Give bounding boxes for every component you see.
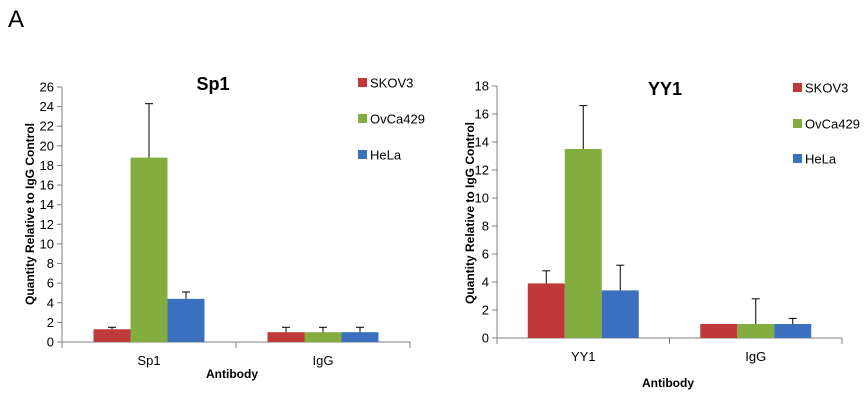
y-tick-label: 16 [40, 178, 54, 193]
yy1-chart: 0 2 4 6 8 10 12 14 16 18 YY1 IgG YY1 Antibody Quantity… [463, 79, 860, 391]
y-tick-label: 20 [40, 138, 54, 153]
bar-skov3-igg [267, 332, 305, 342]
y-tick-label: 10 [40, 236, 54, 251]
chart-title-sp1: Sp1 [196, 74, 229, 94]
y-tick-label: 12 [40, 217, 54, 232]
x-category-label: YY1 [571, 349, 596, 364]
bar-hela-sp1 [167, 298, 205, 342]
y-tick-label: 4 [47, 295, 54, 310]
x-category-label: IgG [313, 353, 334, 368]
y-tick-label: 18 [475, 79, 489, 94]
y-tick-label: 0 [482, 331, 489, 346]
legend-swatch-skov3 [793, 83, 802, 92]
bar-skov3-yy1 [527, 283, 565, 338]
legend-label-hela: HeLa [370, 148, 402, 163]
bar-ovca429-sp1 [130, 157, 168, 342]
y-tick-label: 6 [47, 276, 54, 291]
legend-label-ovca429: OvCa429 [805, 117, 860, 132]
y-tick-label: 14 [40, 197, 54, 212]
y-tick-label: 16 [475, 107, 489, 122]
y-tick-label: 6 [482, 247, 489, 262]
legend-label-skov3: SKOV3 [370, 76, 413, 91]
x-category-label: IgG [745, 349, 766, 364]
legend-swatch-hela [358, 150, 367, 159]
y-tick-label: 14 [475, 135, 489, 150]
y-tick-label: 22 [40, 119, 54, 134]
y-tick-label: 18 [40, 158, 54, 173]
bar-hela-yy1 [601, 290, 639, 338]
chart-title-yy1: YY1 [648, 79, 682, 99]
legend-swatch-skov3 [358, 78, 367, 87]
y-tick-label: 2 [47, 315, 54, 330]
bar-skov3-sp1 [93, 329, 131, 342]
y-tick-label: 0 [47, 335, 54, 350]
legend-swatch-ovca429 [793, 119, 802, 128]
panel-label: A [8, 6, 25, 33]
legend-swatch-hela [793, 154, 802, 163]
y-tick-label: 12 [475, 163, 489, 178]
y-tick-label: 8 [482, 219, 489, 234]
legend-label-ovca429: OvCa429 [370, 112, 425, 127]
x-axis-title: Antibody [642, 376, 694, 390]
legend-label-skov3: SKOV3 [805, 81, 848, 96]
bar-skov3-igg [700, 324, 738, 338]
y-tick-label: 24 [40, 99, 54, 114]
legend-label-hela: HeLa [805, 152, 837, 167]
legend-swatch-ovca429 [358, 114, 367, 123]
y-axis-title: Quantity Relative to IgG Control [23, 123, 37, 305]
bar-ovca429-igg [737, 324, 775, 338]
y-tick-label: 4 [482, 275, 489, 290]
y-tick-label: 2 [482, 303, 489, 318]
bar-hela-igg [341, 332, 379, 342]
x-category-label: Sp1 [137, 353, 160, 368]
y-tick-label: 8 [47, 256, 54, 271]
y-tick-label: 26 [40, 80, 54, 95]
y-axis-title: Quantity Relative to IgG Control [463, 122, 477, 304]
bar-hela-igg [774, 324, 812, 338]
y-tick-label: 10 [475, 191, 489, 206]
x-axis-title: Antibody [206, 367, 258, 381]
bar-ovca429-yy1 [564, 149, 602, 338]
bar-ovca429-igg [304, 332, 342, 342]
